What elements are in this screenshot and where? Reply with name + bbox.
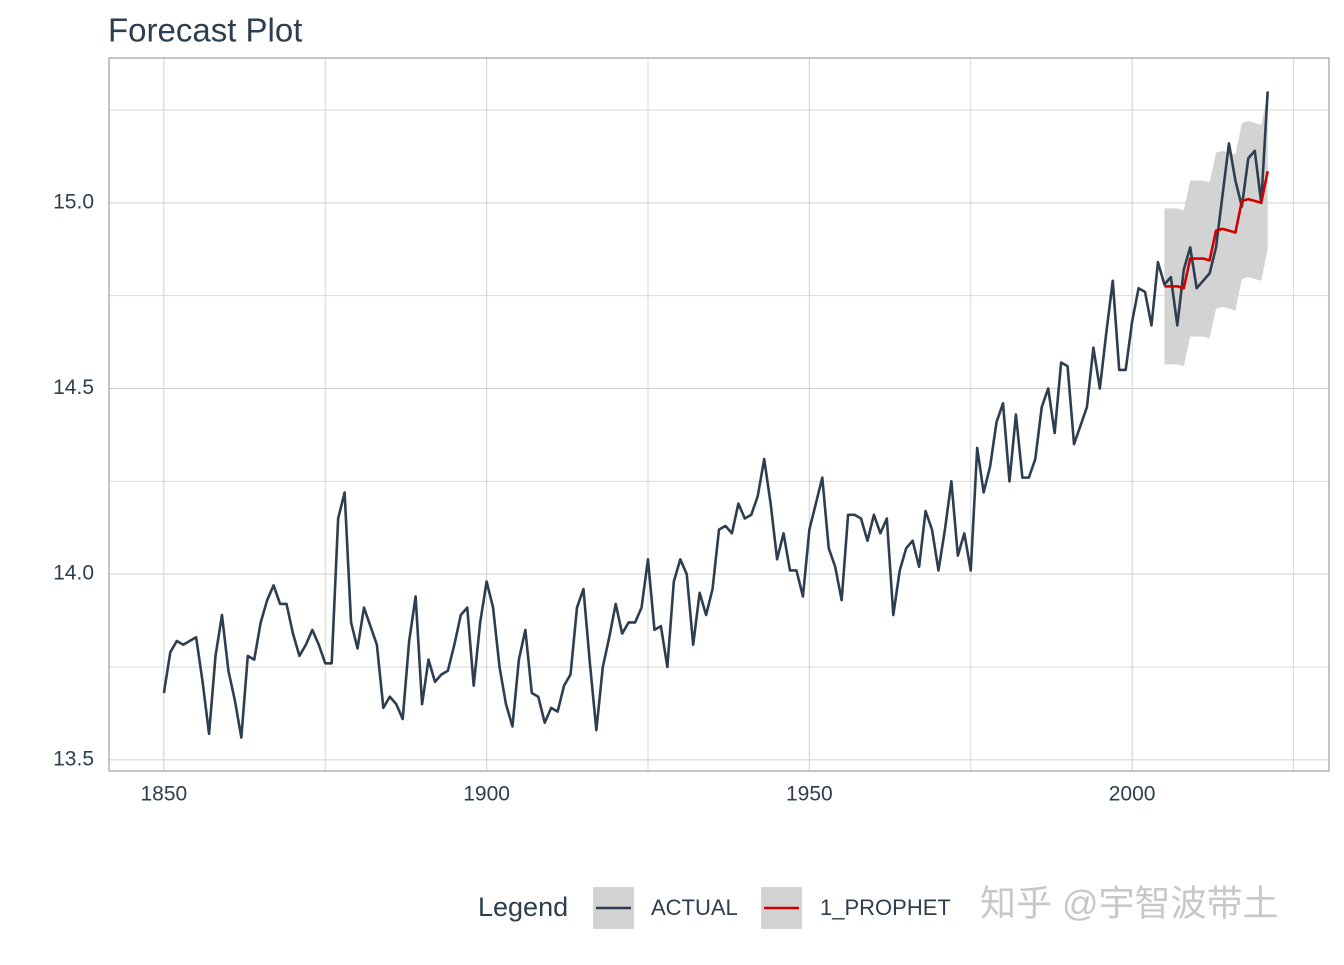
y-tick-label: 14.5 xyxy=(53,376,94,399)
axes: 1850 1900 1950 2000 13.5 14.0 14.5 15.0 xyxy=(53,190,1155,805)
plot-border xyxy=(108,57,1330,772)
legend-title: Legend xyxy=(478,892,568,922)
legend-label: ACTUAL xyxy=(651,895,738,920)
y-tick-label: 15.0 xyxy=(53,190,94,213)
y-tick-label: 14.0 xyxy=(53,562,94,585)
x-tick-label: 2000 xyxy=(1109,783,1156,806)
chart-title: Forecast Plot xyxy=(108,12,302,49)
x-tick-label: 1900 xyxy=(463,783,510,806)
y-tick-label: 13.5 xyxy=(53,747,94,770)
x-tick-label: 1850 xyxy=(141,783,188,806)
series-line xyxy=(162,91,1269,739)
grid xyxy=(109,58,1329,771)
watermark: 知乎 @宇智波带土 xyxy=(980,883,1279,924)
legend-label: 1_PROPHET xyxy=(820,895,951,920)
plot-marks xyxy=(162,91,1269,739)
x-tick-label: 1950 xyxy=(786,783,833,806)
series-line xyxy=(1164,170,1269,290)
legend: Legend ACTUAL 1_PROPHET xyxy=(478,887,951,929)
